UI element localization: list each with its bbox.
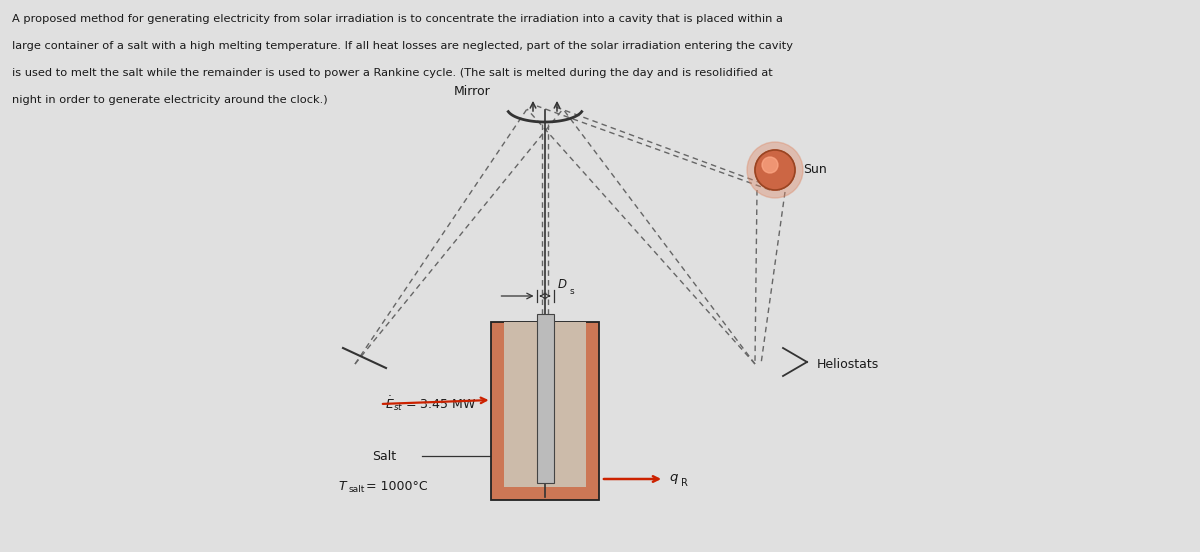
- Text: R: R: [682, 478, 688, 488]
- Bar: [504, 322, 586, 487]
- Circle shape: [762, 157, 778, 173]
- Text: Mirror: Mirror: [454, 86, 490, 98]
- Text: s: s: [570, 287, 574, 296]
- Bar: [536, 314, 553, 483]
- Circle shape: [755, 150, 796, 190]
- Text: q: q: [670, 470, 677, 484]
- Text: Salt: Salt: [372, 449, 396, 463]
- Text: Heliostats: Heliostats: [817, 358, 880, 370]
- Circle shape: [746, 142, 803, 198]
- Text: $\dot{E}_{st}$ = 3.45 MW: $\dot{E}_{st}$ = 3.45 MW: [385, 395, 476, 413]
- Text: D: D: [558, 278, 566, 291]
- Text: night in order to generate electricity around the clock.): night in order to generate electricity a…: [12, 95, 328, 105]
- Text: salt: salt: [349, 486, 365, 495]
- Text: Sun: Sun: [803, 163, 827, 177]
- Text: = 1000°C: = 1000°C: [362, 480, 427, 492]
- Text: large container of a salt with a high melting temperature. If all heat losses ar: large container of a salt with a high me…: [12, 41, 793, 51]
- Text: is used to melt the salt while the remainder is used to power a Rankine cycle. (: is used to melt the salt while the remai…: [12, 68, 773, 78]
- Text: T: T: [338, 480, 346, 492]
- Bar: [491, 322, 599, 500]
- Text: A proposed method for generating electricity from solar irradiation is to concen: A proposed method for generating electri…: [12, 14, 782, 24]
